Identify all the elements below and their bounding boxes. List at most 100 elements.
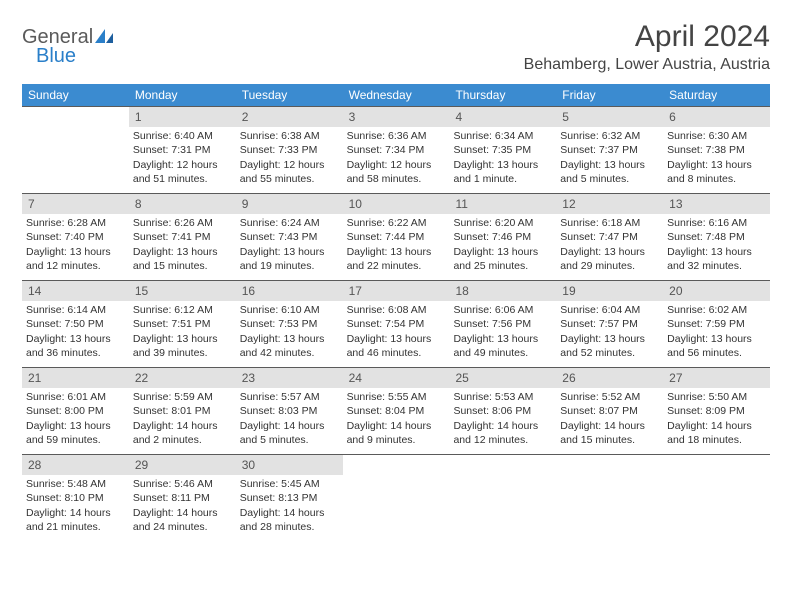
logo: General Blue: [22, 20, 117, 68]
sunrise-text: Sunrise: 6:12 AM: [133, 303, 232, 317]
day-body: Sunrise: 6:32 AMSunset: 7:37 PMDaylight:…: [556, 127, 663, 190]
day-cell: 6Sunrise: 6:30 AMSunset: 7:38 PMDaylight…: [663, 107, 770, 193]
day-body: Sunrise: 6:34 AMSunset: 7:35 PMDaylight:…: [449, 127, 556, 190]
day-body: Sunrise: 6:40 AMSunset: 7:31 PMDaylight:…: [129, 127, 236, 190]
day-cell: [449, 455, 556, 541]
day-number: 7: [22, 194, 129, 214]
day-number: 28: [22, 455, 129, 475]
day-number: 21: [22, 368, 129, 388]
daylight-text: Daylight: 13 hours and 29 minutes.: [560, 245, 659, 273]
day-number: [449, 455, 556, 475]
weekday-header: Friday: [556, 84, 663, 106]
day-number: 20: [663, 281, 770, 301]
day-number: 29: [129, 455, 236, 475]
day-cell: 13Sunrise: 6:16 AMSunset: 7:48 PMDayligh…: [663, 194, 770, 280]
sunset-text: Sunset: 7:48 PM: [667, 230, 766, 244]
day-cell: 11Sunrise: 6:20 AMSunset: 7:46 PMDayligh…: [449, 194, 556, 280]
sunset-text: Sunset: 7:54 PM: [347, 317, 446, 331]
daylight-text: Daylight: 13 hours and 56 minutes.: [667, 332, 766, 360]
sunset-text: Sunset: 7:53 PM: [240, 317, 339, 331]
day-body: Sunrise: 6:08 AMSunset: 7:54 PMDaylight:…: [343, 301, 450, 364]
week-row: 14Sunrise: 6:14 AMSunset: 7:50 PMDayligh…: [22, 280, 770, 367]
sunset-text: Sunset: 7:40 PM: [26, 230, 125, 244]
sunrise-text: Sunrise: 6:18 AM: [560, 216, 659, 230]
sunset-text: Sunset: 7:51 PM: [133, 317, 232, 331]
day-body: Sunrise: 5:59 AMSunset: 8:01 PMDaylight:…: [129, 388, 236, 451]
weekday-header: Tuesday: [236, 84, 343, 106]
day-cell: 25Sunrise: 5:53 AMSunset: 8:06 PMDayligh…: [449, 368, 556, 454]
daylight-text: Daylight: 14 hours and 9 minutes.: [347, 419, 446, 447]
logo-sail-icon: [95, 27, 117, 48]
day-cell: 5Sunrise: 6:32 AMSunset: 7:37 PMDaylight…: [556, 107, 663, 193]
daylight-text: Daylight: 14 hours and 12 minutes.: [453, 419, 552, 447]
day-body: Sunrise: 5:46 AMSunset: 8:11 PMDaylight:…: [129, 475, 236, 538]
day-number: 9: [236, 194, 343, 214]
sunset-text: Sunset: 7:38 PM: [667, 143, 766, 157]
sunset-text: Sunset: 7:33 PM: [240, 143, 339, 157]
day-body: Sunrise: 6:28 AMSunset: 7:40 PMDaylight:…: [22, 214, 129, 277]
day-cell: 10Sunrise: 6:22 AMSunset: 7:44 PMDayligh…: [343, 194, 450, 280]
sunrise-text: Sunrise: 6:24 AM: [240, 216, 339, 230]
daylight-text: Daylight: 12 hours and 51 minutes.: [133, 158, 232, 186]
daylight-text: Daylight: 13 hours and 15 minutes.: [133, 245, 232, 273]
day-body: Sunrise: 6:18 AMSunset: 7:47 PMDaylight:…: [556, 214, 663, 277]
day-number: 5: [556, 107, 663, 127]
day-number: 24: [343, 368, 450, 388]
sunrise-text: Sunrise: 5:50 AM: [667, 390, 766, 404]
sunset-text: Sunset: 7:57 PM: [560, 317, 659, 331]
day-body: Sunrise: 5:45 AMSunset: 8:13 PMDaylight:…: [236, 475, 343, 538]
day-body: Sunrise: 5:57 AMSunset: 8:03 PMDaylight:…: [236, 388, 343, 451]
day-cell: 3Sunrise: 6:36 AMSunset: 7:34 PMDaylight…: [343, 107, 450, 193]
sunset-text: Sunset: 7:44 PM: [347, 230, 446, 244]
daylight-text: Daylight: 13 hours and 59 minutes.: [26, 419, 125, 447]
sunrise-text: Sunrise: 6:28 AM: [26, 216, 125, 230]
sunset-text: Sunset: 7:41 PM: [133, 230, 232, 244]
sunset-text: Sunset: 8:07 PM: [560, 404, 659, 418]
day-number: 1: [129, 107, 236, 127]
week-row: 28Sunrise: 5:48 AMSunset: 8:10 PMDayligh…: [22, 454, 770, 541]
sunset-text: Sunset: 8:11 PM: [133, 491, 232, 505]
day-number: 14: [22, 281, 129, 301]
calendar: SundayMondayTuesdayWednesdayThursdayFrid…: [22, 84, 770, 541]
day-body: Sunrise: 6:38 AMSunset: 7:33 PMDaylight:…: [236, 127, 343, 190]
sunset-text: Sunset: 7:47 PM: [560, 230, 659, 244]
daylight-text: Daylight: 13 hours and 12 minutes.: [26, 245, 125, 273]
sunrise-text: Sunrise: 5:45 AM: [240, 477, 339, 491]
sunrise-text: Sunrise: 5:48 AM: [26, 477, 125, 491]
daylight-text: Daylight: 13 hours and 39 minutes.: [133, 332, 232, 360]
sunrise-text: Sunrise: 6:06 AM: [453, 303, 552, 317]
week-row: 21Sunrise: 6:01 AMSunset: 8:00 PMDayligh…: [22, 367, 770, 454]
day-body: Sunrise: 6:36 AMSunset: 7:34 PMDaylight:…: [343, 127, 450, 190]
day-number: 2: [236, 107, 343, 127]
day-cell: 26Sunrise: 5:52 AMSunset: 8:07 PMDayligh…: [556, 368, 663, 454]
day-body: Sunrise: 6:30 AMSunset: 7:38 PMDaylight:…: [663, 127, 770, 190]
day-cell: 24Sunrise: 5:55 AMSunset: 8:04 PMDayligh…: [343, 368, 450, 454]
day-cell: 14Sunrise: 6:14 AMSunset: 7:50 PMDayligh…: [22, 281, 129, 367]
day-number: 27: [663, 368, 770, 388]
day-number: 3: [343, 107, 450, 127]
daylight-text: Daylight: 13 hours and 22 minutes.: [347, 245, 446, 273]
day-body: Sunrise: 6:16 AMSunset: 7:48 PMDaylight:…: [663, 214, 770, 277]
day-number: 15: [129, 281, 236, 301]
day-number: 25: [449, 368, 556, 388]
sunrise-text: Sunrise: 6:02 AM: [667, 303, 766, 317]
day-number: 26: [556, 368, 663, 388]
sunrise-text: Sunrise: 6:32 AM: [560, 129, 659, 143]
day-cell: 20Sunrise: 6:02 AMSunset: 7:59 PMDayligh…: [663, 281, 770, 367]
sunset-text: Sunset: 7:35 PM: [453, 143, 552, 157]
daylight-text: Daylight: 13 hours and 36 minutes.: [26, 332, 125, 360]
day-cell: 7Sunrise: 6:28 AMSunset: 7:40 PMDaylight…: [22, 194, 129, 280]
daylight-text: Daylight: 13 hours and 8 minutes.: [667, 158, 766, 186]
day-body: Sunrise: 6:12 AMSunset: 7:51 PMDaylight:…: [129, 301, 236, 364]
daylight-text: Daylight: 14 hours and 5 minutes.: [240, 419, 339, 447]
daylight-text: Daylight: 14 hours and 28 minutes.: [240, 506, 339, 534]
day-number: 30: [236, 455, 343, 475]
day-number: 8: [129, 194, 236, 214]
day-number: 13: [663, 194, 770, 214]
sunrise-text: Sunrise: 6:30 AM: [667, 129, 766, 143]
day-body: Sunrise: 6:06 AMSunset: 7:56 PMDaylight:…: [449, 301, 556, 364]
day-body: Sunrise: 5:53 AMSunset: 8:06 PMDaylight:…: [449, 388, 556, 451]
day-body: Sunrise: 6:14 AMSunset: 7:50 PMDaylight:…: [22, 301, 129, 364]
day-body: Sunrise: 6:20 AMSunset: 7:46 PMDaylight:…: [449, 214, 556, 277]
day-body: Sunrise: 6:01 AMSunset: 8:00 PMDaylight:…: [22, 388, 129, 451]
